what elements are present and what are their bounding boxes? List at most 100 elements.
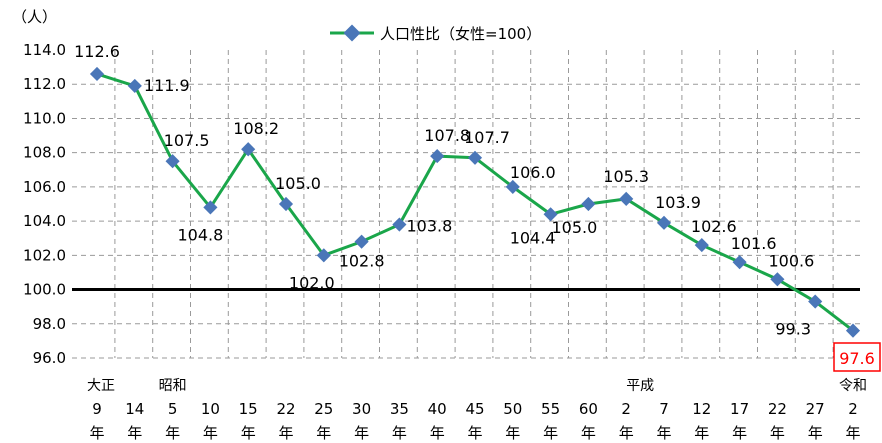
data-point [732, 255, 747, 270]
data-label: 105.0 [275, 174, 321, 193]
x-tick-number: 45 [465, 400, 484, 418]
x-tick-nen: 年 [505, 424, 520, 442]
data-labels: 112.6 111.9 107.5 104.8 108.2 105.0 102.0102.8… [74, 42, 881, 372]
x-tick-nen: 年 [656, 424, 671, 442]
data-label: 111.9 [144, 76, 190, 95]
x-tick-number: 5 [168, 400, 178, 418]
x-tick-number: 22 [276, 400, 295, 418]
y-tick-label: 114.0 [23, 41, 66, 59]
x-tick-number: 30 [352, 400, 371, 418]
x-tick-nen: 年 [89, 424, 104, 442]
data-point [581, 196, 596, 212]
era-label: 昭和 [159, 378, 187, 394]
x-tick-number: 50 [503, 400, 522, 418]
y-tick-label: 104.0 [23, 212, 66, 230]
x-tick-nen: 年 [203, 424, 218, 442]
x-tick-number: 25 [314, 400, 333, 418]
x-tick-nen: 年 [543, 424, 558, 442]
x-tick-nen: 年 [430, 424, 445, 442]
data-label: 102.6 [691, 217, 737, 236]
data-point [467, 150, 483, 165]
data-label: 105.0 [551, 218, 597, 237]
data-point [505, 179, 520, 194]
data-label: 104.4 [510, 228, 556, 247]
x-tick-number: 55 [541, 400, 560, 418]
y-tick-label: 96.0 [33, 349, 66, 367]
x-tick-number: 27 [806, 400, 825, 418]
x-tick-number: 15 [239, 400, 258, 418]
y-tick-label: 108.0 [23, 144, 66, 162]
y-tick-label: 98.0 [33, 315, 66, 333]
x-tick-nen: 年 [241, 424, 256, 442]
y-axis-unit: （人） [12, 8, 57, 26]
legend-label: 人口性比（女性=100） [380, 25, 541, 43]
data-label: 107.7 [464, 128, 510, 147]
data-point [694, 237, 709, 253]
data-label-highlight: 97.6 [839, 349, 875, 368]
x-tick-nen: 年 [165, 424, 180, 442]
y-tick-label: 112.0 [23, 75, 66, 93]
data-label: 106.0 [510, 163, 556, 182]
x-tick-nen: 年 [808, 424, 823, 442]
data-point [392, 217, 407, 232]
x-tick-nen: 年 [581, 424, 596, 442]
data-label: 103.9 [655, 193, 701, 212]
x-tick-nen: 年 [316, 424, 331, 442]
data-label: 107.8 [424, 126, 470, 145]
era-label: 平成 [626, 378, 654, 394]
x-tick-nen: 年 [278, 424, 293, 442]
x-tick-number: 35 [390, 400, 409, 418]
x-tick-number: 40 [428, 400, 447, 418]
data-label: 99.3 [775, 320, 811, 339]
x-tick-number: 9 [92, 400, 102, 418]
x-tick-number: 22 [768, 400, 787, 418]
data-point [203, 200, 218, 215]
data-point [354, 234, 369, 249]
data-point [808, 294, 823, 309]
y-tick-label: 102.0 [23, 246, 66, 264]
data-label: 108.2 [233, 119, 279, 138]
y-tick-label: 106.0 [23, 178, 66, 196]
y-tick-labels: 114.0 112.0 110.0 108.0 106.0 104.0 102.0 100.0… [23, 41, 66, 367]
x-tick-nen: 年 [619, 424, 634, 442]
x-tick-nen: 年 [127, 424, 142, 442]
data-point [165, 154, 180, 169]
data-label: 101.6 [731, 234, 777, 253]
data-label: 102.8 [339, 252, 385, 271]
x-tick-nen: 年 [694, 424, 709, 442]
data-point [316, 248, 331, 263]
x-tick-number: 60 [579, 400, 598, 418]
data-label: 107.5 [164, 131, 210, 150]
x-tick-nen: 年 [732, 424, 747, 442]
era-label: 令和 [839, 378, 867, 394]
y-tick-label: 100.0 [23, 281, 66, 299]
data-point [619, 191, 634, 206]
data-point [656, 215, 672, 230]
data-point [543, 207, 558, 222]
x-tick-number: 2 [621, 400, 631, 418]
data-point [430, 149, 445, 164]
era-label: 大正 [87, 378, 115, 394]
x-tick-nen: 年 [392, 424, 407, 442]
x-tick-number: 10 [201, 400, 220, 418]
x-tick-number: 2 [848, 400, 858, 418]
x-tick-nen: 年 [354, 424, 369, 442]
x-tick-nen: 年 [467, 424, 482, 442]
data-point [278, 196, 294, 212]
x-tick-nen: 年 [770, 424, 785, 442]
data-point [845, 323, 861, 338]
x-tick-number: 14 [125, 400, 144, 418]
data-label: 112.6 [74, 42, 120, 61]
x-tick-nen: 年 [845, 424, 860, 442]
data-point [241, 142, 256, 157]
grid [72, 50, 860, 359]
y-tick-label: 110.0 [23, 109, 66, 127]
x-tick-number: 17 [730, 400, 749, 418]
highlight-label-box [833, 342, 881, 372]
data-label: 102.0 [289, 273, 335, 292]
data-label: 105.3 [603, 167, 649, 186]
data-label: 103.8 [406, 217, 452, 236]
x-tick-labels: 大正 昭和 平成 令和9年14年5年10年15年22年25年30年35年40年45年5… [87, 378, 867, 442]
data-label: 104.8 [177, 225, 223, 244]
